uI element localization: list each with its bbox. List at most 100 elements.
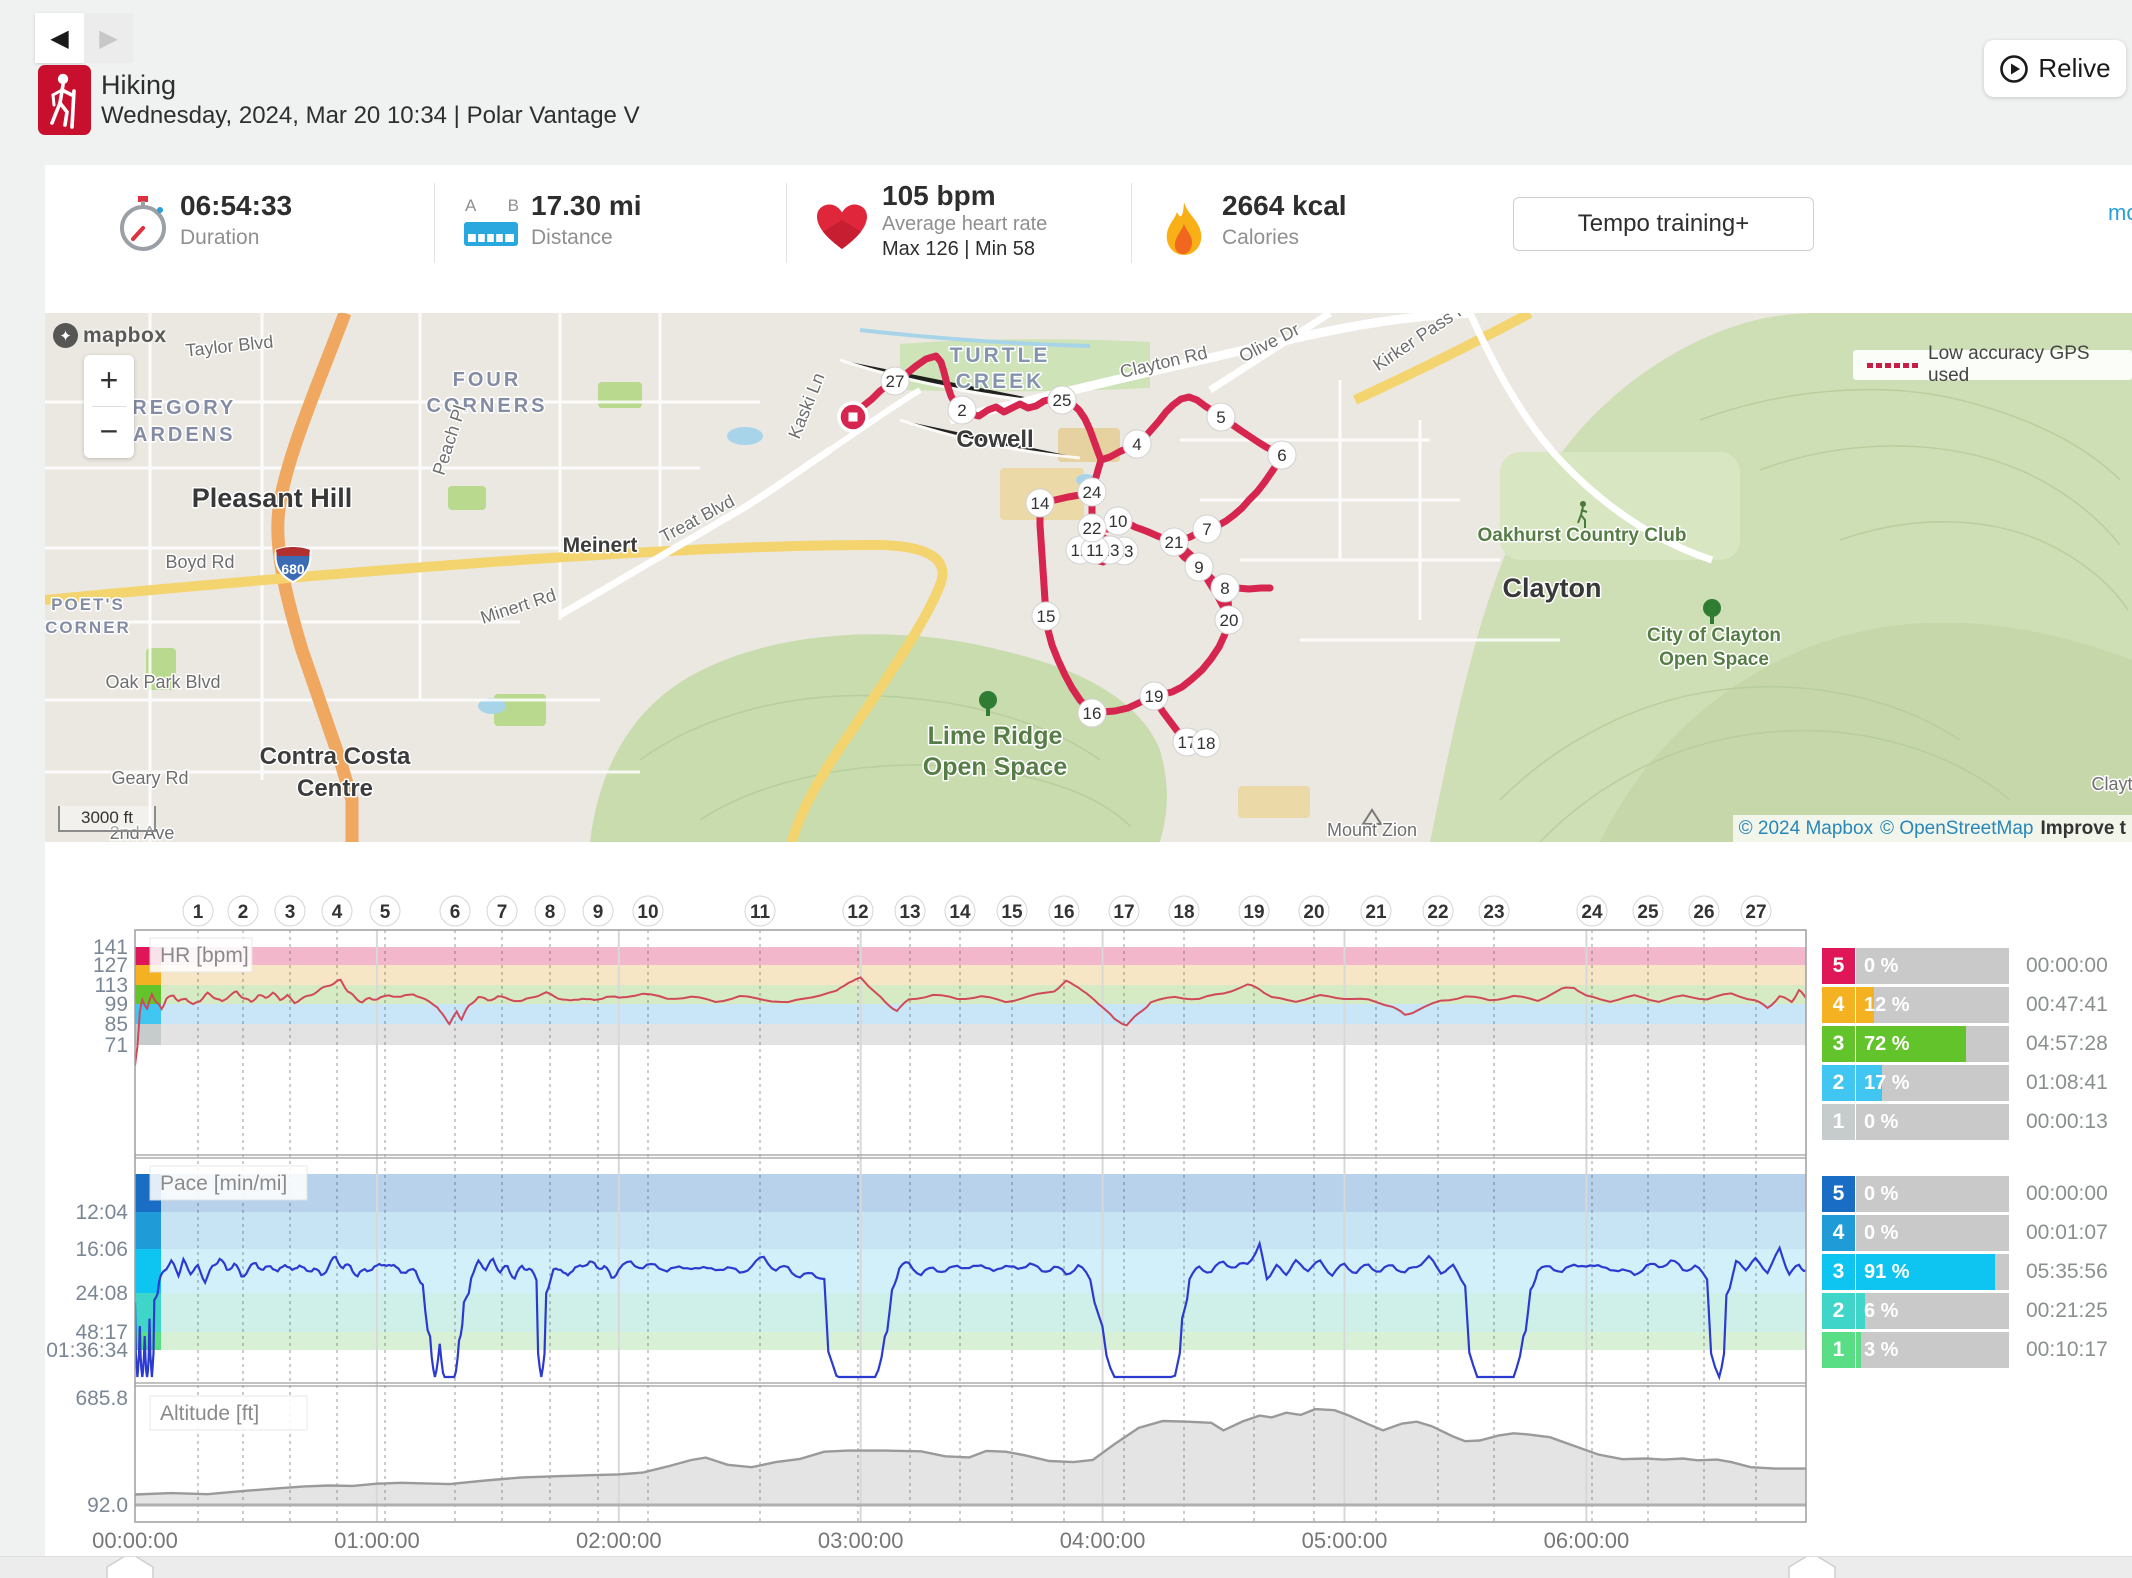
lap-number-marker[interactable]: 1: [182, 895, 214, 927]
lap-number-marker[interactable]: 12: [842, 895, 874, 927]
svg-text:27: 27: [886, 372, 905, 391]
lap-number-marker[interactable]: 22: [1422, 895, 1454, 927]
lap-number-marker[interactable]: 21: [1360, 895, 1392, 927]
zone-percent: 3 %: [1864, 1338, 1899, 1361]
lap-number-marker[interactable]: 25: [1632, 895, 1664, 927]
lap-number-marker[interactable]: 9: [582, 895, 614, 927]
map-label: Lime Ridge: [928, 722, 1063, 750]
relive-button[interactable]: Relive: [1984, 40, 2126, 97]
osm-attribution-link[interactable]: © OpenStreetMap: [1880, 817, 2034, 839]
map-lap-marker: 2: [947, 395, 977, 425]
map-zoom-control: + −: [84, 355, 134, 458]
point-b-label: B: [507, 196, 519, 215]
zone-bar: 12 %: [1856, 987, 2009, 1023]
time-axis-label: 05:00:00: [1302, 1528, 1388, 1553]
route-map[interactable]: 680 Taylor Blvd GREGORY GARDENS FOUR CORNERS…: [45, 313, 2132, 842]
hr-ytick: 127: [93, 954, 128, 977]
map-label: POET'S: [51, 595, 125, 614]
svg-text:7: 7: [497, 902, 508, 923]
zone-percent: 0 %: [1864, 1110, 1899, 1133]
hr-zone-row: 5 0 % 00:00:00: [1822, 948, 2132, 984]
time-axis-label: 04:00:00: [1060, 1528, 1146, 1553]
lap-number-marker[interactable]: 27: [1740, 895, 1772, 927]
zone-number: 4: [1822, 1215, 1855, 1251]
range-slider-left-handle[interactable]: [106, 1552, 154, 1578]
lap-number-marker[interactable]: 26: [1688, 895, 1720, 927]
lap-number-marker[interactable]: 5: [369, 895, 401, 927]
lap-number-marker[interactable]: 16: [1048, 895, 1080, 927]
map-label: Mount Zion: [1327, 820, 1417, 840]
lap-number-marker[interactable]: 7: [486, 895, 518, 927]
map-lap-marker: 8: [1210, 573, 1240, 603]
training-charts[interactable]: 14112711399857112:0416:0624:0848:1701:36…: [0, 880, 2132, 1556]
back-button[interactable]: ◀: [35, 13, 84, 63]
map-label: Oakhurst Country Club: [1477, 525, 1686, 546]
gps-legend-label: Low accuracy GPS used: [1928, 343, 2090, 386]
svg-text:15: 15: [1037, 607, 1056, 626]
lap-number-marker[interactable]: 10: [632, 895, 664, 927]
zone-bar: 0 %: [1856, 948, 2009, 984]
map-lap-marker: 24: [1077, 477, 1107, 507]
map-label: Clayton: [1502, 573, 1601, 603]
lap-number-marker[interactable]: 14: [944, 895, 976, 927]
relive-label: Relive: [2038, 53, 2111, 83]
heart-rate-icon: [815, 203, 869, 258]
map-lap-marker: 21: [1159, 527, 1189, 557]
zoom-in-button[interactable]: +: [99, 362, 119, 398]
training-benefit-button[interactable]: Tempo training+: [1513, 197, 1814, 251]
hr-ytick: 99: [105, 993, 128, 1016]
zone-percent: 12 %: [1864, 993, 1910, 1016]
hr-zone-band: [135, 1004, 1806, 1024]
svg-text:11: 11: [750, 902, 771, 923]
lap-number-marker[interactable]: 4: [321, 895, 353, 927]
svg-text:12: 12: [847, 902, 868, 923]
pace-ytick: 16:06: [75, 1238, 128, 1261]
more-link[interactable]: mo: [2108, 200, 2132, 225]
zone-percent: 72 %: [1864, 1032, 1910, 1055]
lap-number-marker[interactable]: 8: [534, 895, 566, 927]
mapbox-logo[interactable]: ✦ mapbox: [53, 323, 167, 348]
pace-zone-band: [135, 1332, 1806, 1350]
svg-text:19: 19: [1145, 687, 1164, 706]
heart-rate-label: Average heart rate: [882, 213, 1048, 235]
svg-text:2: 2: [238, 902, 249, 923]
lap-number-marker[interactable]: 6: [439, 895, 471, 927]
lap-number-marker[interactable]: 20: [1298, 895, 1330, 927]
lap-number-marker[interactable]: 2: [227, 895, 259, 927]
lap-number-marker[interactable]: 19: [1238, 895, 1270, 927]
zoom-out-button[interactable]: −: [99, 413, 119, 449]
svg-text:17: 17: [1178, 733, 1197, 752]
hr-ytick: 141: [93, 936, 128, 959]
map-lap-marker: 19: [1139, 681, 1169, 711]
timeline-scrollbar[interactable]: [0, 1552, 2132, 1578]
lap-number-marker[interactable]: 15: [996, 895, 1028, 927]
pace-pane-title: Pace [min/mi]: [160, 1172, 287, 1195]
zone-time: 01:08:41: [2026, 1071, 2108, 1094]
lap-number-marker[interactable]: 13: [894, 895, 926, 927]
improve-map-link[interactable]: Improve t: [2040, 817, 2126, 839]
mapbox-attribution-link[interactable]: © 2024 Mapbox: [1738, 817, 1874, 839]
map-label: Geary Rd: [111, 768, 188, 788]
lap-number-marker[interactable]: 17: [1108, 895, 1140, 927]
lap-number-marker[interactable]: 23: [1478, 895, 1510, 927]
pace-line: [135, 1240, 1806, 1381]
forward-button[interactable]: ▶: [84, 13, 133, 63]
range-slider-right-handle[interactable]: [1788, 1552, 1836, 1578]
zone-number: 1: [1822, 1332, 1855, 1368]
alt-ytick: 92.0: [87, 1494, 128, 1517]
map-lap-marker: 5: [1206, 402, 1236, 432]
hr-zone-band: [135, 1024, 1806, 1045]
lap-number-marker[interactable]: 3: [274, 895, 306, 927]
lap-number-marker[interactable]: 11: [744, 895, 776, 927]
hr-pane-title: HR [bpm]: [160, 944, 249, 967]
hiker-icon: [1577, 501, 1588, 528]
svg-text:9: 9: [1194, 558, 1203, 577]
svg-text:14: 14: [949, 902, 971, 923]
time-axis-label: 00:00:00: [92, 1528, 178, 1553]
svg-text:10: 10: [637, 902, 658, 923]
lap-number-marker[interactable]: 24: [1576, 895, 1608, 927]
map-label: CORNER: [45, 618, 131, 637]
zone-number: 1: [1822, 1104, 1855, 1140]
activity-subtitle: Wednesday, 2024, Mar 20 10:34 | Polar Va…: [101, 102, 640, 129]
lap-number-marker[interactable]: 18: [1168, 895, 1200, 927]
